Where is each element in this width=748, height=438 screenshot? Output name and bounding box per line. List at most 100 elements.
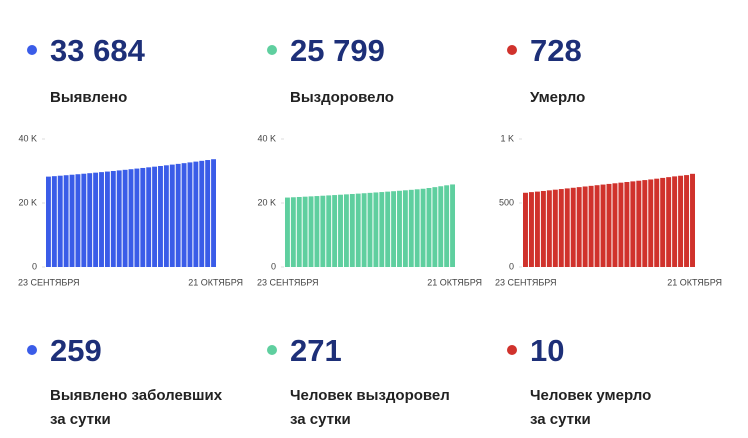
bar [528,192,534,267]
total-value: 728 [530,33,582,68]
bar [672,176,678,267]
daily-label: за сутки [530,411,591,428]
y-tick-label: 20 K [18,197,37,207]
bar [175,163,181,267]
total-label: Умерло [530,89,585,106]
bar [81,173,87,267]
bar [122,169,128,267]
bar [181,163,187,267]
bar [552,189,558,267]
bar [93,172,99,267]
bar [576,187,582,267]
bar [582,186,588,267]
y-tick-label: 0 [271,261,276,271]
bar [63,175,69,267]
daily-value: 259 [50,333,102,368]
daily-label: за сутки [290,411,351,428]
bar [116,170,122,267]
x-tick-label: 23 СЕНТЯБРЯ [257,277,319,287]
y-tick-label: 0 [509,261,514,271]
bar [612,183,618,267]
x-tick-label: 21 ОКТЯБРЯ [427,277,482,287]
bar [314,196,320,267]
bar [391,191,397,267]
bar [51,176,57,267]
bar [444,185,450,267]
bar [193,161,199,267]
y-tick-label: 1 K [500,133,514,143]
bar [654,178,660,267]
bar [158,165,163,267]
bar [426,187,432,267]
bar [296,196,302,267]
dot [507,345,517,355]
bar [660,177,666,267]
bar [163,165,169,267]
bar [110,170,116,267]
dot [267,345,277,355]
bar [624,182,630,267]
bar [361,193,367,267]
bar [302,196,308,267]
bar [320,195,326,267]
bar [666,177,672,267]
bar [618,182,624,267]
y-tick-label: 0 [32,261,37,271]
bar [630,181,636,267]
daily-label: Человек выздоровел [290,387,450,404]
bar [546,190,552,267]
bar [570,187,576,267]
bar [450,184,455,267]
bar [414,189,420,267]
bar [75,174,81,267]
bar [343,194,349,267]
bar [99,172,104,267]
daily-label: Человек умерло [530,387,651,404]
bar [420,188,426,267]
total-value: 33 684 [50,33,146,68]
bar [564,188,570,267]
dot [27,45,37,55]
bar [402,190,408,267]
y-tick-label: 40 K [257,133,276,143]
bar [332,195,338,267]
bar [438,186,444,267]
bar [385,191,391,267]
bar [152,166,158,267]
dot [267,45,277,55]
bar [534,191,540,267]
bar [69,174,75,267]
bar [355,193,361,267]
bar [642,180,648,267]
x-tick-label: 23 СЕНТЯБРЯ [495,277,557,287]
total-label: Выявлено [50,89,127,106]
x-tick-label: 23 СЕНТЯБРЯ [18,277,80,287]
x-tick-label: 21 ОКТЯБРЯ [667,277,722,287]
bar [379,192,385,267]
bar [199,160,205,267]
bar [523,192,528,267]
bar [600,184,606,267]
daily-value: 271 [290,333,342,368]
bar [606,183,612,267]
daily-value: 10 [530,333,564,368]
daily-label: за сутки [50,411,111,428]
bar [128,169,134,267]
bar [588,185,594,267]
total-value: 25 799 [290,33,385,68]
bar [290,197,296,267]
bar [57,175,63,267]
bar [338,194,343,267]
bar [169,164,175,267]
bar [648,179,654,267]
bar [558,189,564,267]
bar [104,171,110,267]
x-tick-label: 21 ОКТЯБРЯ [188,277,243,287]
bar [87,173,93,267]
bar [140,167,146,267]
bar [349,193,355,267]
bar [205,160,211,267]
y-tick-label: 500 [499,197,514,207]
y-tick-label: 20 K [257,197,276,207]
